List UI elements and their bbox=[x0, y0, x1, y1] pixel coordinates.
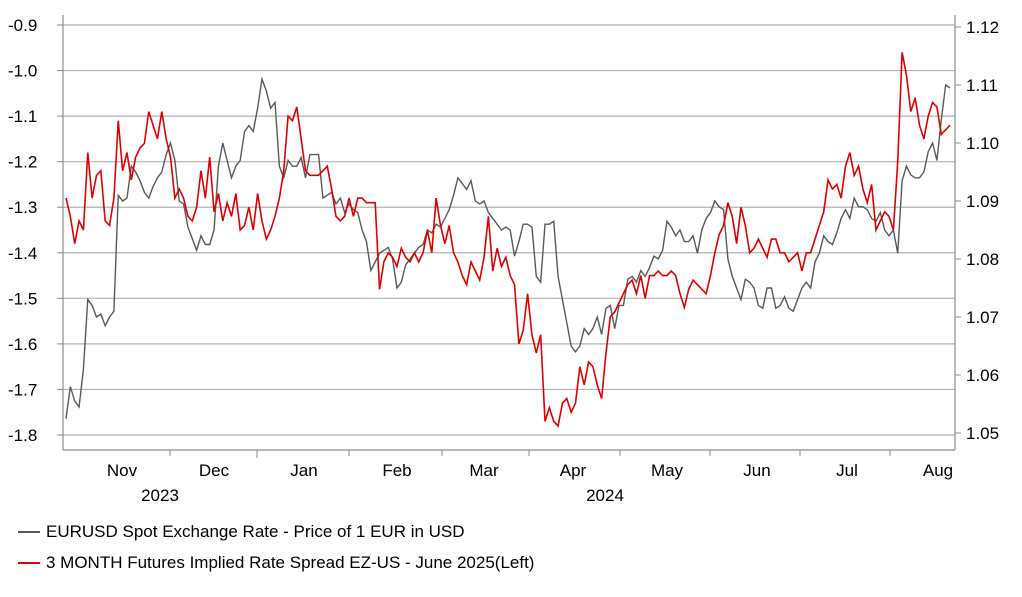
left-tick-label: -1.2 bbox=[8, 153, 37, 172]
left-tick-label: -1.3 bbox=[8, 198, 37, 217]
right-tick-label: 1.12 bbox=[966, 18, 999, 37]
grid-lines bbox=[63, 24, 955, 436]
left-tick-label: -1.4 bbox=[8, 244, 37, 263]
legend-swatch-spread bbox=[18, 562, 40, 564]
right-tick-label: 1.10 bbox=[966, 134, 999, 153]
x-year-label: 2024 bbox=[586, 486, 624, 505]
right-axis-ticks: 1.12 1.11 1.10 1.09 1.08 1.07 1.06 1.05 bbox=[955, 18, 999, 443]
x-month-label: Jan bbox=[290, 461, 317, 480]
x-month-label: Jul bbox=[836, 461, 858, 480]
x-month-label: Apr bbox=[560, 461, 587, 480]
right-tick-label: 1.06 bbox=[966, 366, 999, 385]
x-month-label: Jun bbox=[743, 461, 770, 480]
left-tick-label: -1.1 bbox=[8, 107, 37, 126]
right-tick-label: 1.05 bbox=[966, 424, 999, 443]
x-month-label: May bbox=[651, 461, 684, 480]
x-axis-ticks: Nov Dec Jan Feb Mar Apr May Jun Jul Aug 2023 2024 bbox=[107, 450, 953, 505]
right-tick-label: 1.09 bbox=[966, 192, 999, 211]
left-tick-label: -0.9 bbox=[8, 16, 37, 35]
legend-item-spread: 3 MONTH Futures Implied Rate Spread EZ-U… bbox=[18, 553, 534, 573]
x-month-label: Aug bbox=[923, 461, 953, 480]
legend-label-spread: 3 MONTH Futures Implied Rate Spread EZ-U… bbox=[46, 553, 535, 572]
axes bbox=[62, 15, 956, 451]
right-tick-label: 1.07 bbox=[966, 308, 999, 327]
legend-item-eurusd: EURUSD Spot Exchange Rate - Price of 1 E… bbox=[18, 522, 465, 542]
left-tick-label: -1.7 bbox=[8, 380, 37, 399]
left-tick-label: -1.6 bbox=[8, 335, 37, 354]
rate-spread-series-line bbox=[65, 52, 951, 428]
eurusd-series-line bbox=[65, 76, 951, 419]
x-month-label: Nov bbox=[107, 461, 138, 480]
x-year-label: 2023 bbox=[141, 486, 179, 505]
left-tick-label: -1.8 bbox=[8, 426, 37, 445]
left-tick-label: -1.0 bbox=[8, 62, 37, 81]
x-month-label: Mar bbox=[469, 461, 499, 480]
x-month-label: Feb bbox=[382, 461, 411, 480]
right-tick-label: 1.08 bbox=[966, 250, 999, 269]
legend-swatch-eurusd bbox=[18, 531, 40, 533]
series-group bbox=[65, 52, 951, 428]
right-tick-label: 1.11 bbox=[966, 76, 998, 95]
legend-label-eurusd: EURUSD Spot Exchange Rate - Price of 1 E… bbox=[46, 522, 465, 541]
x-month-label: Dec bbox=[199, 461, 230, 480]
left-tick-label: -1.5 bbox=[8, 289, 37, 308]
left-axis-ticks: -0.9 -1.0 -1.1 -1.2 -1.3 -1.4 -1.5 -1.6 -1.7 -1.8 bbox=[8, 16, 63, 445]
